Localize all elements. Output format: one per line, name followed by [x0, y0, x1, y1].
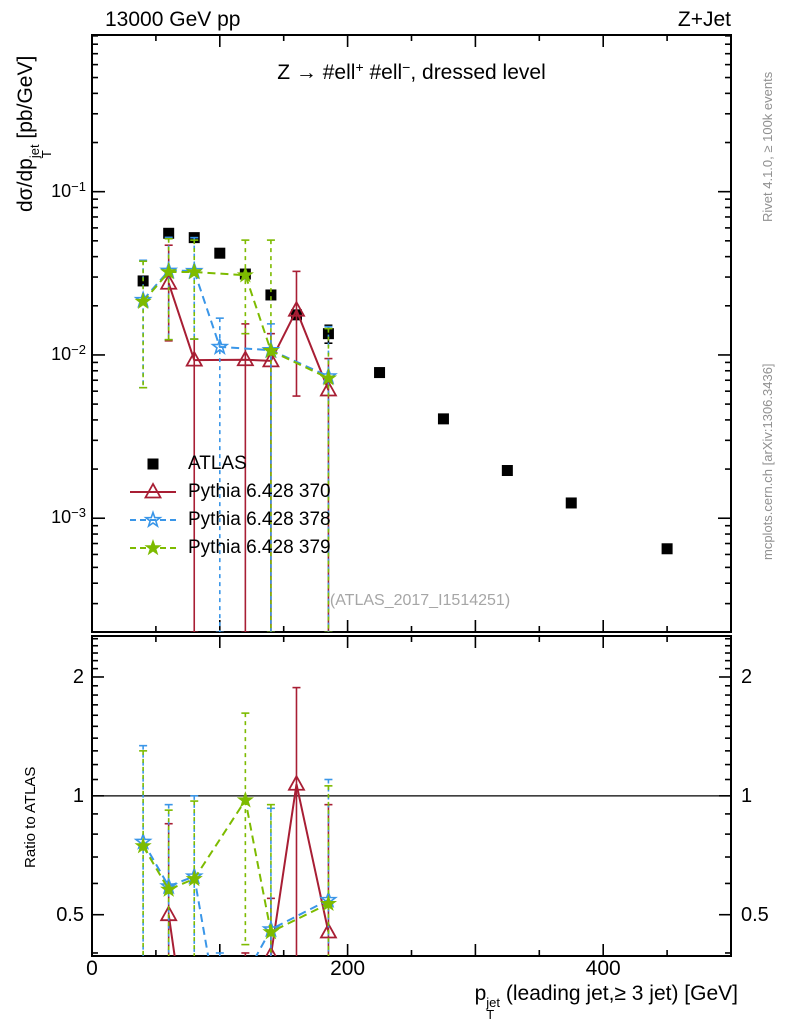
legend-item-pythia-6-428-370: Pythia 6.428 370 [128, 478, 331, 506]
legend-item-pythia-6-428-379: Pythia 6.428 379 [128, 534, 331, 562]
analysis-id-watermark: (ATLAS_2017_I1514251) [329, 592, 511, 609]
stacked-script: jet T [486, 995, 501, 1022]
open-star-icon [130, 510, 176, 529]
process-label: Z+Jet [677, 8, 731, 31]
legend-label: Pythia 6.428 378 [188, 509, 331, 530]
legend-item-pythia-6-428-378: Pythia 6.428 378 [128, 506, 331, 534]
rivet-version-note: Rivet 4.1.0, ≥ 100k events [760, 71, 775, 222]
ratio-series-layer [133, 686, 338, 956]
legend-label: Pythia 6.428 379 [188, 537, 331, 558]
ratio-y-axis-title: Ratio to ATLAS [22, 766, 39, 868]
ratio-y-tick-label-left: 2 [72, 665, 84, 688]
filled-star-icon [130, 538, 176, 556]
open-triangle-icon [130, 482, 176, 499]
legend-item-atlas: ATLAS [128, 450, 247, 478]
x-axis-title: p jet T (leading jet,≥ 3 jet) [GeV] [474, 982, 738, 1022]
ratio-y-tick-label-left: 0.5 [56, 903, 84, 926]
main-series-layer [133, 227, 673, 632]
mcplots-reference-note: mcplots.cern.ch [arXiv:1306.3436] [760, 363, 775, 560]
beam-energy-label: 13000 GeV pp [105, 8, 241, 31]
main-y-tick-label: 10−1 [51, 178, 86, 201]
stacked-script: jet T [27, 144, 54, 159]
x-tick-label: 400 [585, 957, 621, 980]
plot-title: Z → #ell+ #ell−, dressed level [277, 59, 546, 84]
x-tick-label: 0 [86, 957, 98, 980]
filled-square-icon [147, 458, 159, 470]
ratio-y-tick-label-right: 1 [741, 784, 753, 807]
legend-label: Pythia 6.428 370 [188, 481, 331, 502]
main-y-tick-label: 10−3 [51, 505, 86, 528]
legend-label: ATLAS [188, 453, 247, 474]
ratio-y-tick-label-right: 2 [741, 665, 753, 688]
main-y-tick-label: 10−2 [51, 341, 86, 364]
ratio-y-tick-label-left: 1 [72, 784, 84, 807]
ratio-y-tick-label-right: 0.5 [741, 903, 769, 926]
x-tick-label: 200 [330, 957, 366, 980]
